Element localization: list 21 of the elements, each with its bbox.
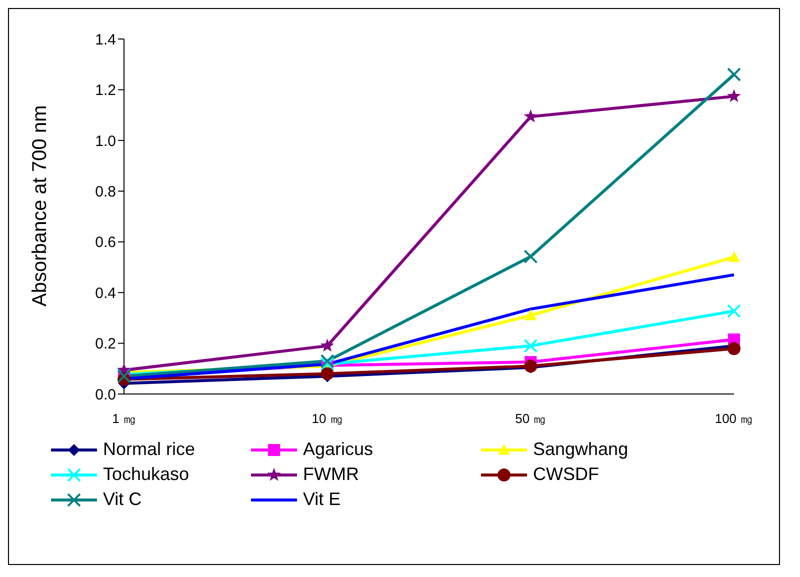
legend-label: Agaricus — [303, 439, 374, 460]
y-tick-label: 0.2 — [95, 336, 116, 353]
y-tick-label: 1.0 — [95, 132, 116, 150]
legend-label: Normal rice — [103, 439, 196, 460]
x-tick-label: 10 ㎎ — [312, 411, 343, 426]
x-tick-label: 1 ㎎ — [112, 411, 136, 426]
legend-label: FWMR — [303, 464, 359, 485]
y-tick-label: 1.4 — [95, 31, 116, 48]
legend-label: Vit E — [303, 489, 341, 510]
y-axis-title: Absorbance at 700 nm — [29, 105, 52, 306]
x-tick-label: 50 ㎎ — [515, 411, 546, 426]
legend-label: CWSDF — [533, 464, 599, 485]
y-tick-label: 1.2 — [95, 82, 116, 100]
y-tick-label: 0.8 — [95, 183, 116, 200]
legend-label: Sangwhang — [533, 439, 628, 460]
y-tick-label: 0.0 — [95, 386, 116, 404]
x-tick-label: 100 ㎎ — [714, 411, 754, 426]
legend-label: Vit C — [103, 489, 142, 510]
y-tick-label: 0.6 — [95, 234, 116, 252]
y-tick-label: 0.4 — [95, 284, 116, 302]
legend-label: Tochukaso — [103, 464, 190, 485]
